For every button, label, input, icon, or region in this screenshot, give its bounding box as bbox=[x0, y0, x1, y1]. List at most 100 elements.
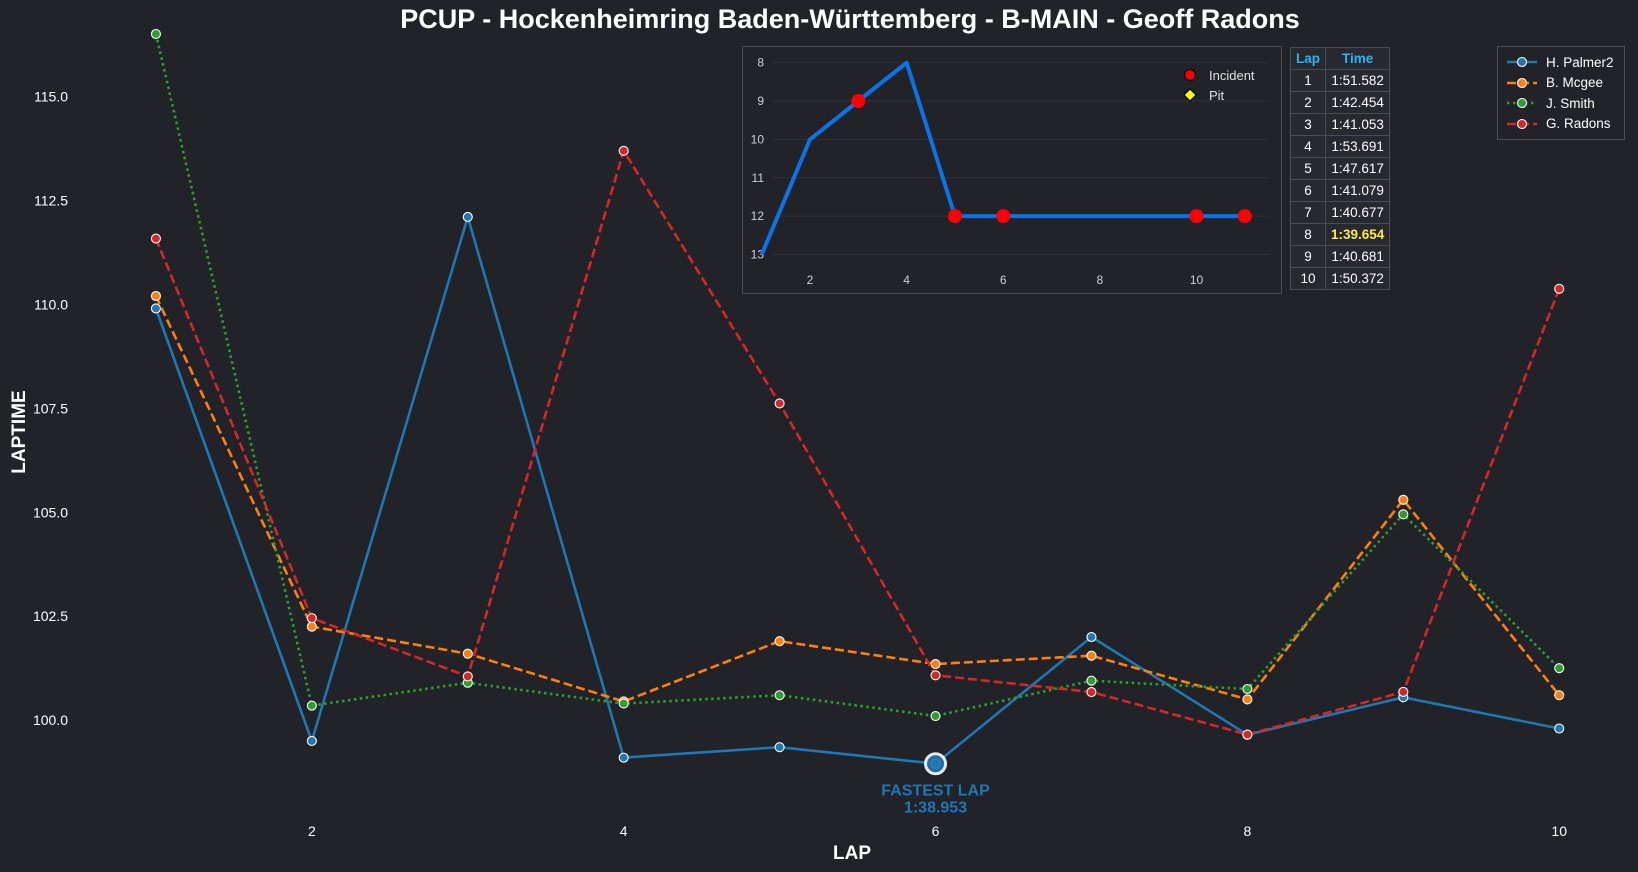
legend-swatch bbox=[1507, 98, 1537, 109]
lap-time-cell: 1:41.053 bbox=[1325, 113, 1391, 136]
legend-swatch bbox=[1507, 118, 1537, 129]
incident-marker bbox=[1189, 209, 1204, 224]
data-point bbox=[306, 613, 317, 624]
inset-frame bbox=[742, 46, 1282, 294]
lap-times-table: Lap Time 1 1:51.582 2 1:42.454 3 1:41.053 4 1:5… bbox=[1289, 47, 1391, 290]
x-tick-label: 2 bbox=[308, 823, 316, 839]
table-row: 4 1:53.691 bbox=[1289, 135, 1391, 158]
table-row: 1 1:51.582 bbox=[1289, 69, 1391, 92]
inset-x-tick-label: 10 bbox=[1190, 273, 1204, 287]
inset-y-tick-label: 10 bbox=[751, 132, 765, 146]
data-point bbox=[306, 735, 317, 747]
data-point bbox=[930, 658, 941, 670]
x-tick-label: 6 bbox=[932, 823, 940, 839]
inset-y-tick-label: 11 bbox=[752, 171, 765, 185]
data-point bbox=[1242, 729, 1253, 740]
data-point bbox=[618, 145, 629, 156]
inset-x-tick-label: 2 bbox=[807, 273, 814, 287]
lap-number-cell: 10 bbox=[1289, 267, 1327, 290]
lap-number-cell: 7 bbox=[1289, 201, 1327, 224]
y-tick-label: 115.0 bbox=[34, 88, 68, 104]
legend-pit-marker bbox=[1183, 88, 1197, 102]
legend-item: G. Radons bbox=[1498, 114, 1624, 135]
incident-marker bbox=[1237, 209, 1252, 224]
lap-number-cell: 1 bbox=[1289, 69, 1327, 92]
table-header-time: Time bbox=[1325, 47, 1391, 70]
inset-y-tick-label: 13 bbox=[751, 247, 765, 261]
lap-number-cell: 6 bbox=[1289, 179, 1327, 202]
table-row: 2 1:42.454 bbox=[1289, 91, 1391, 114]
position-inset-chart: 8 9 10 11 12 13 2 4 6 8 10 Incident Pit bbox=[742, 46, 1282, 294]
table-header-lap: Lap bbox=[1289, 47, 1327, 70]
legend-swatch bbox=[1507, 57, 1537, 68]
legend-item: J. Smith bbox=[1498, 93, 1624, 114]
lap-number-cell: 4 bbox=[1289, 135, 1327, 158]
data-point bbox=[1398, 509, 1409, 520]
x-tick-label: 8 bbox=[1243, 823, 1251, 839]
lap-time-cell: 1:53.691 bbox=[1325, 135, 1391, 158]
x-tick-label: 4 bbox=[620, 823, 628, 839]
lap-time-cell: 1:42.454 bbox=[1325, 91, 1391, 114]
data-point bbox=[1086, 631, 1097, 643]
data-point bbox=[462, 211, 473, 223]
data-point bbox=[462, 671, 473, 682]
data-point bbox=[930, 710, 941, 722]
fastest-lap-label: FASTEST LAP bbox=[881, 783, 990, 800]
lap-number-cell: 2 bbox=[1289, 91, 1327, 114]
legend-item: H. Palmer2 bbox=[1498, 52, 1624, 73]
data-point bbox=[1398, 686, 1409, 697]
lap-time-cell: 1:50.372 bbox=[1325, 267, 1391, 290]
lap-number-cell: 3 bbox=[1289, 113, 1327, 136]
data-point bbox=[1086, 675, 1097, 686]
data-point bbox=[1086, 686, 1097, 698]
lap-time-cell: 1:47.617 bbox=[1325, 157, 1391, 180]
inset-x-tick-label: 8 bbox=[1097, 273, 1104, 287]
table-row: 8 1:39.654 bbox=[1289, 223, 1391, 246]
legend-pit-label: Pit bbox=[1209, 88, 1225, 103]
legend-label: J. Smith bbox=[1546, 95, 1595, 111]
table-row: 7 1:40.677 bbox=[1289, 201, 1391, 224]
lap-time-cell: 1:41.079 bbox=[1325, 179, 1391, 202]
legend-incident-marker bbox=[1183, 68, 1197, 82]
series-line bbox=[154, 149, 1561, 736]
y-tick-label: 112.5 bbox=[34, 192, 68, 208]
lap-number-cell: 9 bbox=[1289, 245, 1327, 268]
data-point bbox=[306, 700, 317, 711]
best-lap-time-cell: 1:39.654 bbox=[1325, 223, 1391, 246]
data-point bbox=[774, 690, 785, 701]
series-j-smith bbox=[150, 28, 1565, 722]
y-tick-label: 110.0 bbox=[34, 296, 68, 312]
inset-x-tick-label: 4 bbox=[903, 273, 910, 287]
data-point bbox=[150, 303, 161, 314]
y-tick-label: 102.5 bbox=[33, 608, 68, 624]
legend-label: H. Palmer2 bbox=[1546, 54, 1614, 70]
y-tick-label: 105.0 bbox=[33, 504, 68, 520]
data-point bbox=[1242, 683, 1253, 695]
series-line bbox=[154, 215, 1560, 766]
lap-time-cell: 1:51.582 bbox=[1325, 69, 1391, 92]
incident-marker bbox=[996, 209, 1011, 224]
data-point bbox=[774, 636, 785, 647]
data-point bbox=[1398, 494, 1409, 505]
table-row: 5 1:47.617 bbox=[1289, 157, 1391, 180]
y-axis-title: LAPTIME bbox=[9, 390, 30, 473]
legend-label: G. Radons bbox=[1546, 116, 1611, 132]
fastest-lap-time: 1:38.953 bbox=[904, 800, 967, 817]
data-point bbox=[150, 233, 161, 244]
legend-swatch bbox=[1507, 77, 1537, 88]
data-point bbox=[1242, 694, 1253, 705]
table-row: 10 1:50.372 bbox=[1289, 267, 1391, 290]
lap-time-cell: 1:40.681 bbox=[1325, 245, 1391, 268]
legend-incident-label: Incident bbox=[1209, 68, 1255, 83]
data-point bbox=[1086, 650, 1097, 661]
inset-y-tick-label: 9 bbox=[757, 94, 764, 108]
table-row: 3 1:41.053 bbox=[1289, 113, 1391, 136]
lap-time-cell: 1:40.677 bbox=[1325, 201, 1391, 224]
lap-number-cell: 5 bbox=[1289, 157, 1327, 180]
x-axis-title: LAP bbox=[833, 843, 871, 864]
series-line bbox=[154, 295, 1561, 703]
inset-y-tick-label: 12 bbox=[751, 209, 765, 223]
data-point bbox=[1554, 663, 1565, 674]
fastest-lap-marker bbox=[924, 752, 948, 776]
